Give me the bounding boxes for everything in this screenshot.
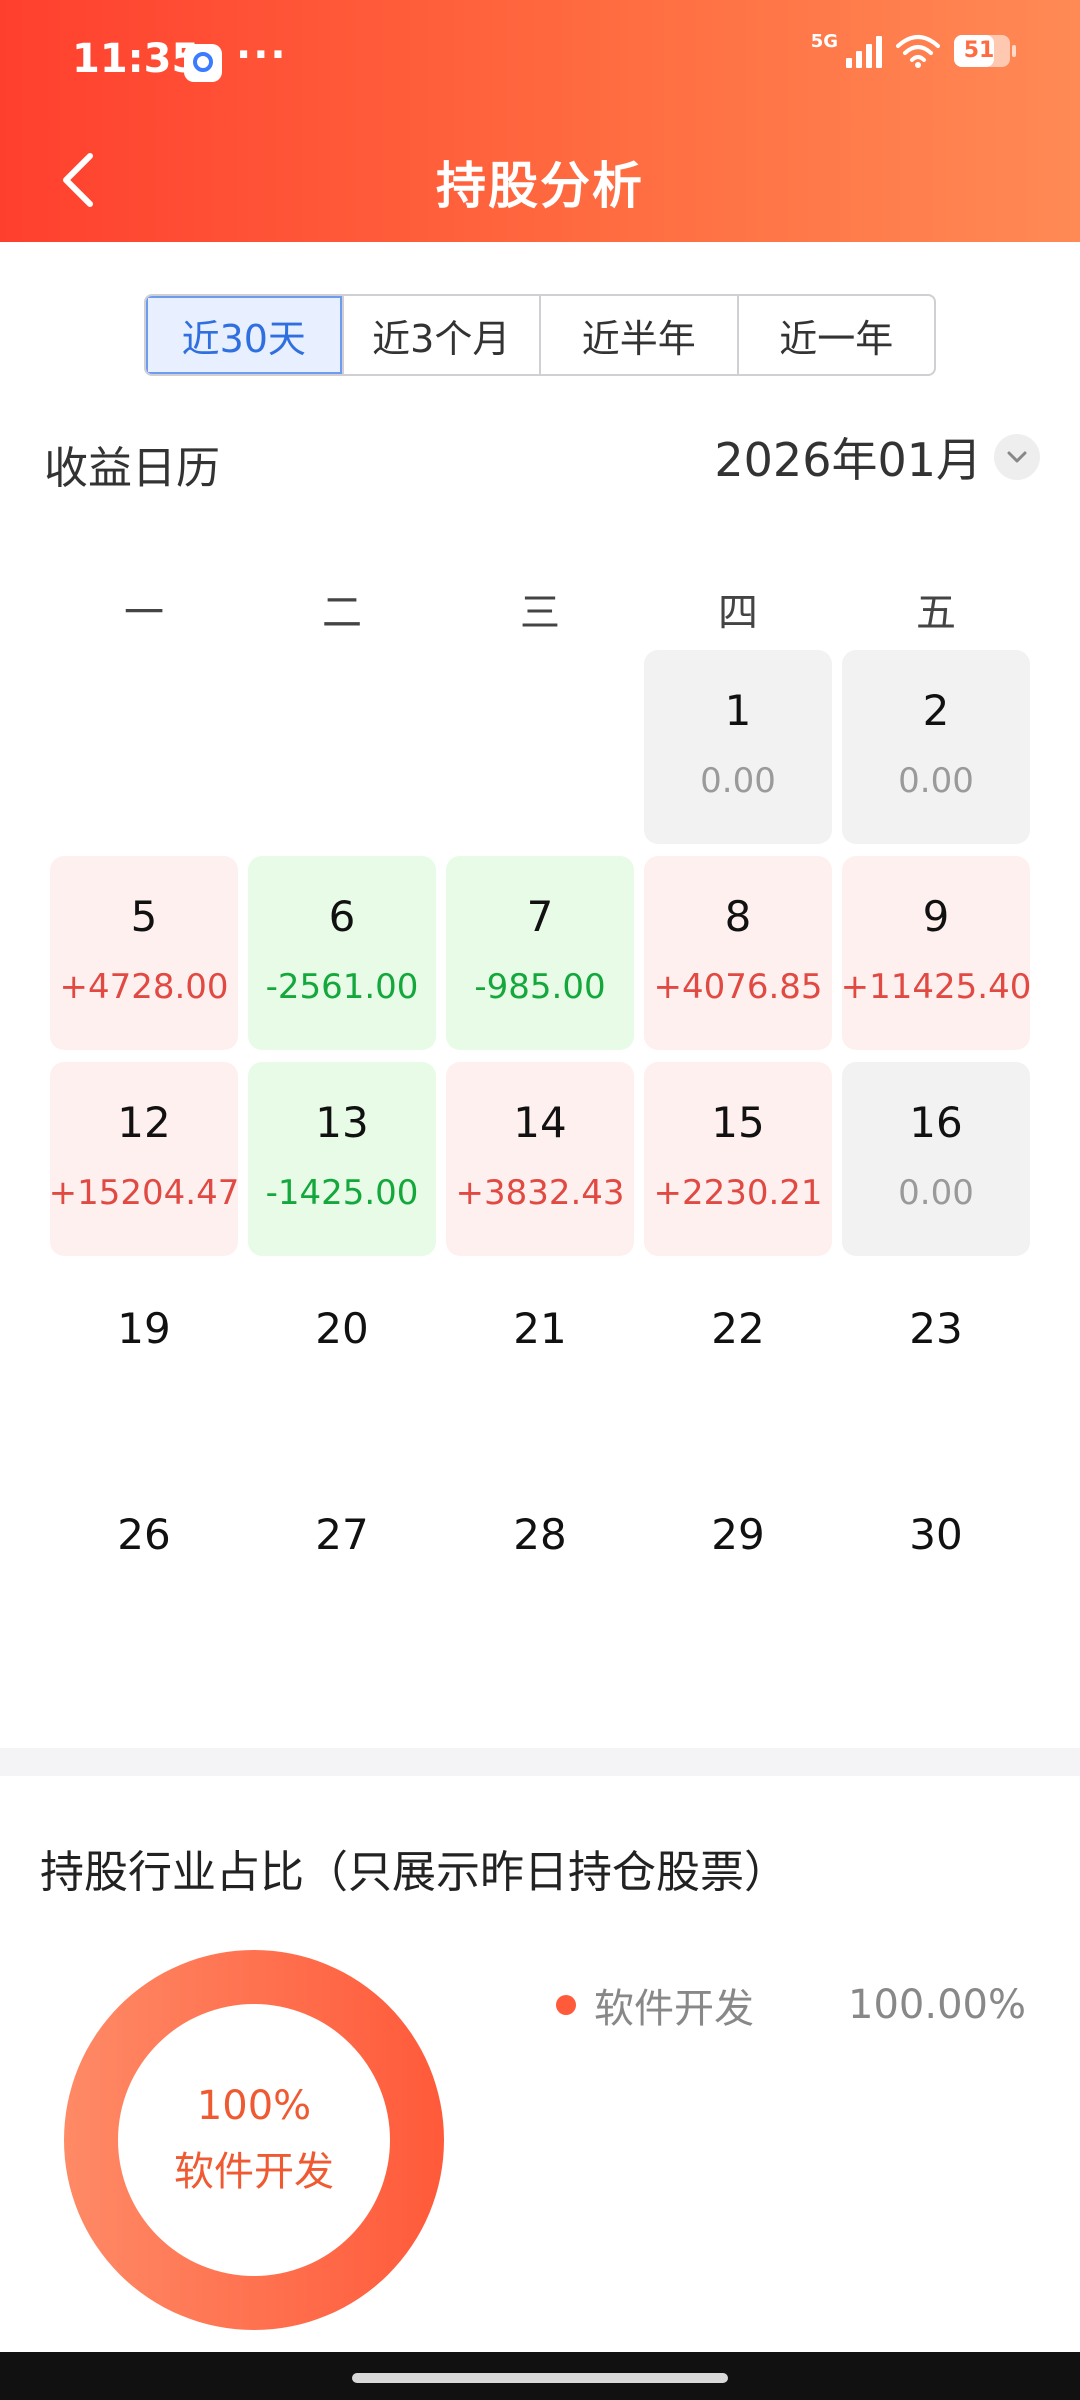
day-number: 9 [922,892,950,941]
day-number: 7 [526,892,554,941]
tab-half-year[interactable]: 近半年 [539,296,737,374]
day-number: 28 [513,1510,567,1559]
status-icons: 5G 51 [810,30,1016,68]
wifi-icon [896,34,940,68]
industry-legend-item: 软件开发 100.00% [556,1976,1026,2034]
day-profit: +11425.40 [840,967,1032,1007]
tab-one-year[interactable]: 近一年 [736,296,935,374]
calendar-day-cell[interactable]: 28 [446,1474,634,1668]
donut-center: 100% 软件开发 [118,2004,390,2276]
tab-30-days[interactable]: 近30天 [146,296,342,374]
calendar-day-cell[interactable]: 21 [446,1268,634,1462]
weekday-label: 二 [322,590,362,636]
calendar-day-cell[interactable]: 6 -2561.00 [248,856,436,1050]
calendar-day-cell[interactable]: 20 [248,1268,436,1462]
day-number: 23 [909,1304,963,1353]
calendar-day-cell[interactable]: 15 +2230.21 [644,1062,832,1256]
legend-dot-icon [556,1995,576,2015]
calendar-day-cell[interactable]: 8 +4076.85 [644,856,832,1050]
weekday-label: 三 [520,590,560,636]
status-time: 11:35 [72,36,200,82]
day-number: 2 [922,686,950,735]
calendar-day-cell[interactable]: 19 [50,1268,238,1462]
network-type: 5G [810,30,838,52]
day-number: 14 [513,1098,567,1147]
industry-section-title: 持股行业占比（只展示昨日持仓股票） [40,1847,788,1898]
day-number: 30 [909,1510,963,1559]
day-profit: +4076.85 [653,967,823,1007]
calendar-day-cell[interactable]: 30 [842,1474,1030,1668]
day-number: 1 [724,686,752,735]
calendar-day-cell[interactable]: 27 [248,1474,436,1668]
day-number: 6 [328,892,356,941]
calendar-day-cell[interactable]: 26 [50,1474,238,1668]
day-profit: +2230.21 [653,1173,823,1213]
chevron-down-icon [994,434,1040,480]
day-profit: -2561.00 [265,967,419,1007]
home-indicator[interactable] [352,2373,728,2383]
calendar-grid: 1 0.00 2 0.00 5 +4728.00 6 -2561.00 7 -985.00… [48,650,1032,1668]
calendar-day-cell[interactable]: 7 -985.00 [446,856,634,1050]
app-notification-icon [184,44,222,82]
day-number: 5 [130,892,158,941]
day-number: 13 [315,1098,369,1147]
day-number: 27 [315,1510,369,1559]
day-number: 22 [711,1304,765,1353]
weekday-label: 四 [718,590,758,636]
day-profit: 0.00 [898,761,974,801]
day-profit: 0.00 [700,761,776,801]
weekday-header: 一 二 三 四 五 [50,580,1030,638]
day-profit: +4728.00 [59,967,229,1007]
calendar-day-cell[interactable]: 12 +15204.47 [48,1062,240,1256]
day-number: 29 [711,1510,765,1559]
calendar-day-cell[interactable]: 5 +4728.00 [50,856,238,1050]
day-profit: 0.00 [898,1173,974,1213]
calendar-day-cell[interactable]: 13 -1425.00 [248,1062,436,1256]
day-number: 15 [711,1098,765,1147]
donut-center-percent: 100% [196,2083,312,2129]
calendar-day-cell[interactable]: 29 [644,1474,832,1668]
day-number: 16 [909,1098,963,1147]
app-header: 11:35 ··· 5G 51 持股分析 [0,0,1080,242]
calendar-day-cell[interactable]: 1 0.00 [644,650,832,844]
chevron-left-icon [63,153,93,207]
month-picker[interactable]: 2026年01月 [714,424,1040,490]
day-number: 12 [117,1098,171,1147]
period-tabs: 近30天 近3个月 近半年 近一年 [144,294,936,376]
signal-icon [846,34,882,68]
calendar-day-cell [50,650,238,844]
battery-level: 51 [963,38,995,63]
section-divider [0,1748,1080,1776]
more-notifications-icon: ··· [236,32,288,78]
calendar-day-cell[interactable]: 16 0.00 [842,1062,1030,1256]
legend-name: 软件开发 [594,1986,754,2032]
back-button[interactable] [50,140,110,220]
weekday-label: 五 [916,590,956,636]
page-title: 持股分析 [436,157,644,215]
calendar-day-cell[interactable]: 22 [644,1268,832,1462]
calendar-title: 收益日历 [44,443,220,494]
calendar-day-cell[interactable]: 2 0.00 [842,650,1030,844]
day-number: 20 [315,1304,369,1353]
donut-center-label: 软件开发 [174,2149,334,2195]
day-profit: +15204.47 [48,1173,240,1213]
calendar-day-cell [446,650,634,844]
calendar-day-cell[interactable]: 14 +3832.43 [446,1062,634,1256]
battery-icon: 51 [954,35,1016,67]
day-profit: -985.00 [474,967,606,1007]
calendar-day-cell[interactable]: 23 [842,1268,1030,1462]
month-label: 2026年01月 [714,433,982,487]
day-profit: +3832.43 [455,1173,625,1213]
industry-donut-chart: 100% 软件开发 [64,1950,444,2330]
day-number: 19 [117,1304,171,1353]
day-number: 8 [724,892,752,941]
day-number: 21 [513,1304,567,1353]
legend-percent: 100.00% [848,1982,1026,2028]
calendar-day-cell[interactable]: 9 +11425.40 [840,856,1032,1050]
calendar-day-cell [248,650,436,844]
tab-3-months[interactable]: 近3个月 [341,296,540,374]
weekday-label: 一 [124,590,164,636]
day-number: 26 [117,1510,171,1559]
day-profit: -1425.00 [265,1173,419,1213]
